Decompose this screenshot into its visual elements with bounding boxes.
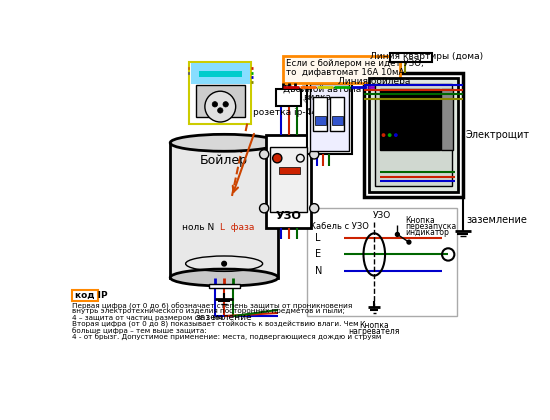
Bar (379, 89, 440, 150)
Circle shape (223, 102, 228, 107)
Text: внутрь электротехнического изделия посторонних предметов и пыли;: внутрь электротехнического изделия посто… (73, 308, 345, 314)
Ellipse shape (170, 269, 278, 286)
Circle shape (260, 204, 269, 213)
Bar (209, 284, 240, 288)
Circle shape (273, 154, 282, 163)
Text: Кнопка: Кнопка (405, 216, 435, 225)
Bar (283, 56, 400, 83)
Text: E: E (315, 249, 321, 260)
Text: Бойлер: Бойлер (200, 154, 248, 167)
Text: N: N (315, 266, 322, 276)
Circle shape (296, 154, 304, 162)
Bar (314, 97, 327, 131)
Text: Если с бойлером не идет УЗО,: Если с бойлером не идет УЗО, (287, 59, 424, 68)
Bar (73, 290, 98, 301)
Text: Линия бойлера: Линия бойлера (338, 77, 410, 87)
Text: УЗО: УЗО (276, 211, 302, 221)
Bar (279, 168, 300, 173)
Bar (369, 78, 458, 192)
Text: Первая цифра (от 0 до 6) обозначает степень защиты от проникновения: Первая цифра (от 0 до 6) обозначает степ… (73, 302, 353, 310)
Text: Кабель с УЗО: Кабель с УЗО (310, 222, 369, 231)
Text: Линия квартиры (дома): Линия квартиры (дома) (371, 52, 483, 61)
Bar (199, 71, 242, 77)
Text: 4 – защита от частиц размером от 1 мм: 4 – защита от частиц размером от 1 мм (73, 315, 224, 320)
Bar (375, 84, 452, 186)
Circle shape (212, 102, 218, 107)
Text: заземление: заземление (466, 215, 527, 225)
Circle shape (407, 240, 411, 244)
Bar (277, 89, 301, 106)
Circle shape (394, 133, 398, 137)
Text: перезапуска: перезапуска (405, 222, 456, 231)
Bar (191, 63, 250, 84)
Text: Кнопка: Кнопка (359, 321, 389, 330)
Text: больше цифра – тем выше защита:: больше цифра – тем выше защита: (73, 327, 207, 333)
Text: Двойной автомат – обязательно: Двойной автомат – обязательно (283, 85, 438, 94)
Bar (364, 74, 463, 197)
Text: Вторая цифра (от 0 до 8) показывает стойкость к воздействию влаги. Чем: Вторая цифра (от 0 до 8) показывает стой… (73, 321, 359, 328)
Text: розетка ip-44: розетка ip-44 (252, 108, 316, 117)
Bar (307, 208, 458, 316)
Text: Электрощит: Электрощит (465, 130, 529, 140)
Text: индикатор: индикатор (405, 228, 449, 237)
Circle shape (222, 261, 227, 266)
Text: 4 - от брызг. Допустимое применение: места, подвергающиеся дождю и струям: 4 - от брызг. Допустимое применение: мес… (73, 333, 382, 340)
Bar (267, 135, 311, 228)
Bar (307, 81, 352, 154)
Bar (315, 116, 326, 125)
Text: то  дифавтомат 16А 10мА: то дифавтомат 16А 10мА (287, 68, 405, 77)
Text: код IP: код IP (75, 291, 107, 299)
Text: L  фаза: L фаза (220, 223, 255, 232)
Ellipse shape (170, 134, 278, 151)
Circle shape (310, 150, 319, 159)
Text: УЗО: УЗО (373, 210, 392, 220)
Circle shape (388, 133, 392, 137)
Circle shape (218, 108, 223, 113)
Bar (191, 63, 250, 122)
Circle shape (395, 233, 399, 236)
Bar (441, 89, 453, 150)
Bar (189, 62, 251, 123)
Bar (170, 143, 278, 278)
Bar (310, 84, 349, 151)
Bar (331, 97, 344, 131)
Text: L: L (315, 233, 321, 242)
Text: нагревателя: нагревателя (349, 327, 400, 336)
Text: ноль N: ноль N (182, 223, 214, 232)
Circle shape (310, 204, 319, 213)
Bar (389, 52, 432, 62)
Bar (332, 116, 343, 125)
Bar (271, 147, 307, 212)
Circle shape (205, 91, 236, 122)
Circle shape (260, 150, 269, 159)
Text: вилка: вилка (304, 93, 332, 102)
Text: заземление: заземление (196, 313, 252, 322)
Circle shape (382, 133, 386, 137)
Bar (196, 85, 245, 117)
